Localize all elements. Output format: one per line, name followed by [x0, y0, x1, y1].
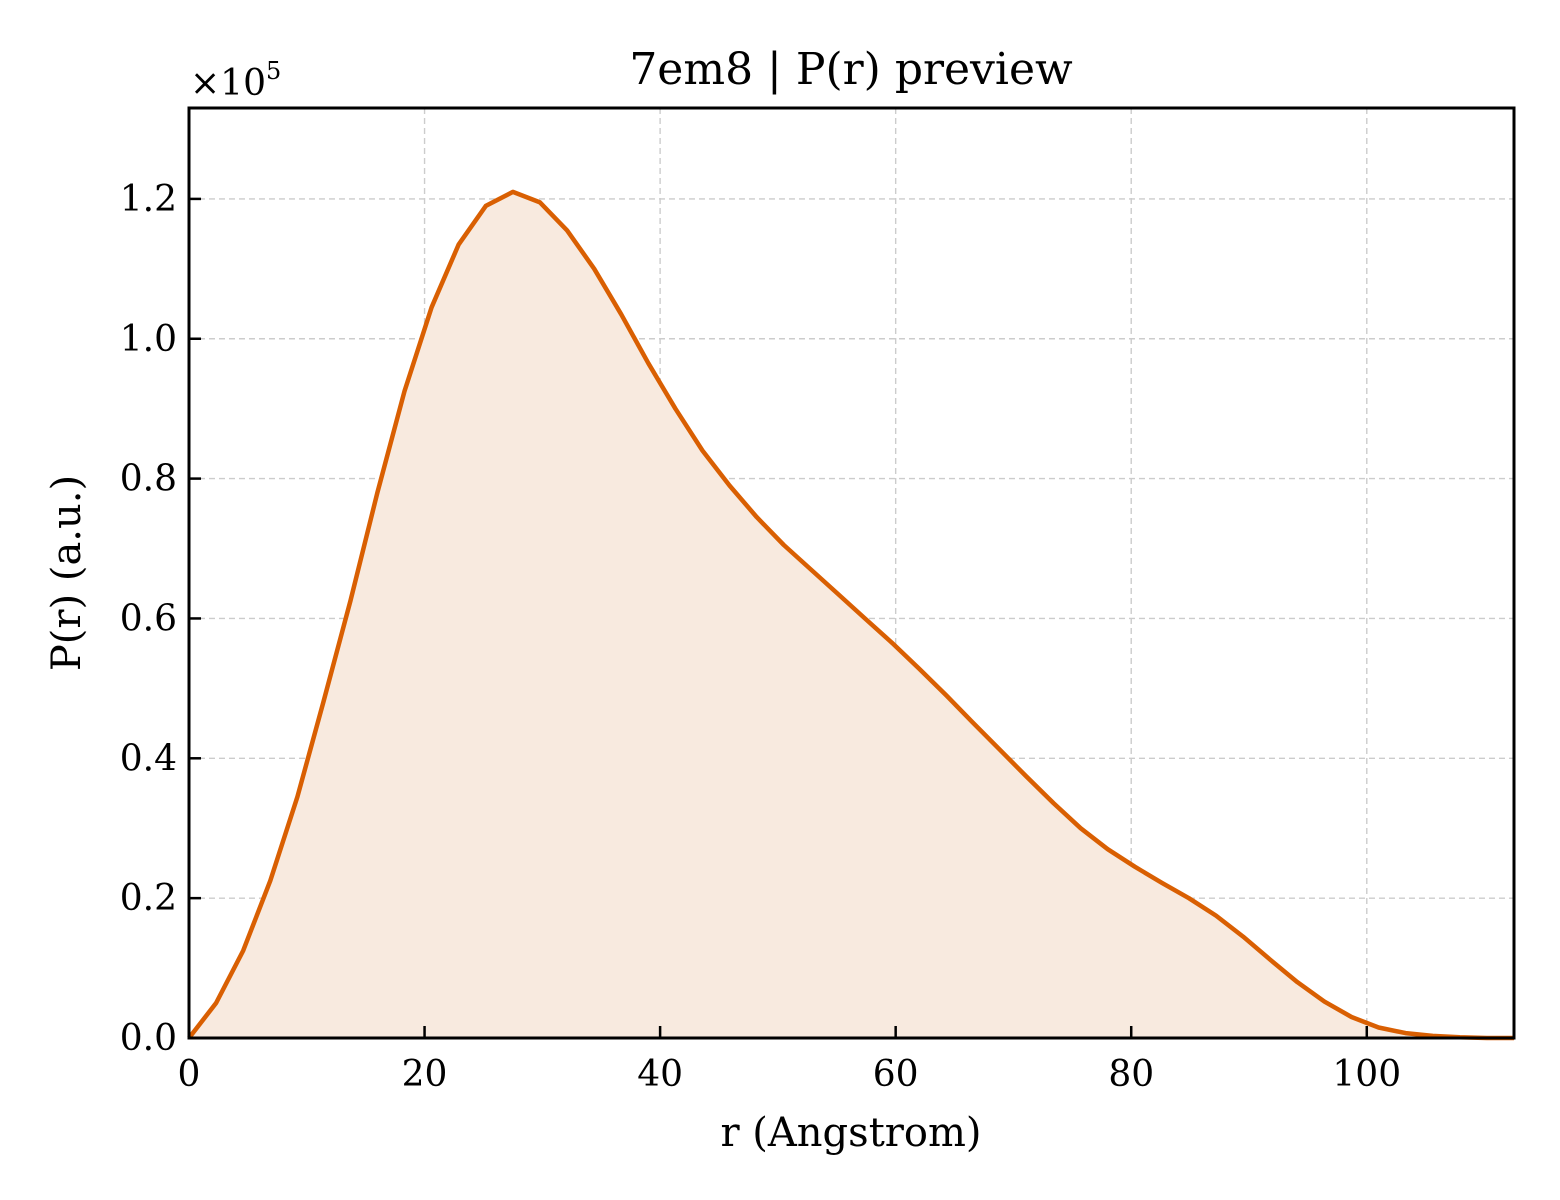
pr-area-fill: [189, 191, 1514, 1038]
x-tick-label: 60: [873, 1054, 919, 1095]
x-axis-label: r (Angstrom): [720, 1110, 981, 1156]
y-tick-label: 0.2: [120, 878, 177, 919]
y-tick-label: 0.0: [120, 1018, 177, 1059]
y-multiplier-exponent: 5: [266, 57, 281, 85]
y-tick-label: 1.2: [120, 179, 177, 220]
pr-series-line: [187, 189, 1514, 1041]
chart-title: 7em8 | P(r) preview: [629, 44, 1073, 95]
y-tick-label: 1.0: [120, 319, 177, 360]
y-axis-ticks: 0.0 0.2 0.4 0.6 0.8 1.0 1.2: [120, 179, 201, 1059]
y-axis-label: P(r) (a.u.): [44, 475, 90, 671]
y-tick-label: 0.6: [120, 598, 177, 639]
y-tick-label: 0.4: [120, 738, 177, 779]
x-tick-label: 80: [1108, 1054, 1154, 1095]
x-tick-label: 0: [178, 1054, 201, 1095]
y-tick-label: 0.8: [120, 459, 177, 500]
y-axis-multiplier: ×105: [190, 57, 281, 104]
x-tick-label: 40: [637, 1054, 683, 1095]
plot-frame: [187, 106, 1516, 1040]
x-tick-label: 20: [402, 1054, 448, 1095]
x-axis-ticks: 0 20 40 60 80 100: [178, 1026, 1401, 1095]
y-multiplier-base: ×10: [190, 63, 266, 104]
x-tick-label: 100: [1332, 1054, 1401, 1095]
